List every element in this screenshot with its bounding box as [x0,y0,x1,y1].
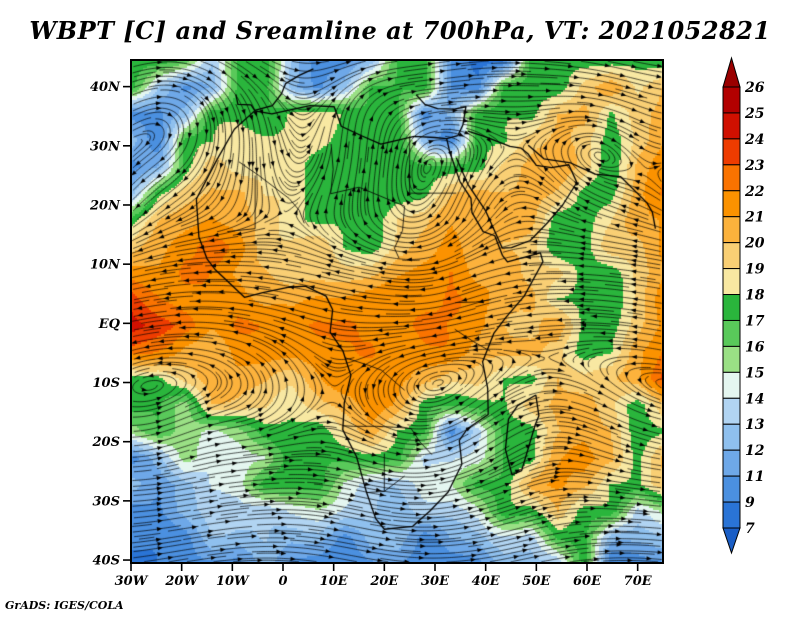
y-axis-label: 10N [90,258,121,273]
colorbar-segment [722,423,741,451]
y-axis-label: 20S [92,435,120,450]
colorbar-segment [722,268,741,296]
x-axis-label: 30W [115,574,149,589]
map-canvas [131,60,663,563]
x-axis-label: 0 [278,574,287,589]
colorbar-label: 20 [744,236,765,252]
colorbar-label: 22 [744,184,765,200]
colorbar-label: 24 [744,132,764,148]
colorbar-segment [722,475,741,503]
colorbar-segment [722,216,741,244]
y-axis-label: 30S [93,494,120,509]
x-axis-label: 10W [216,574,250,589]
colorbar-down-arrow [722,527,741,555]
colorbar-label: 17 [745,313,765,329]
colorbar-label: 21 [744,210,764,226]
x-axis-label: 60E [573,574,602,589]
colorbar-segment [722,242,741,270]
colorbar-segment [722,164,741,192]
colorbar-label: 26 [744,80,765,96]
x-axis-label: 20W [164,574,199,589]
colorbar-segment [722,190,741,218]
colorbar-label: 25 [744,106,764,122]
colorbar-up-arrow [722,56,741,88]
colorbar-label: 14 [745,391,764,407]
colorbar-segment [722,86,741,114]
colorbar-label: 11 [745,469,764,485]
plot-title: WBPT [C] and Sreamline at 700hPa, VT: 20… [29,16,771,45]
colorbar-segment [722,371,741,399]
colorbar-segment [722,138,741,166]
colorbar-label: 15 [745,365,764,381]
colorbar-segment [722,319,741,347]
x-axis-label: 30E [421,574,450,589]
colorbar-segment [722,294,741,321]
colorbar-label: 7 [745,521,755,537]
x-axis-label: 10E [320,574,349,589]
colorbar-label: 19 [745,262,765,278]
x-axis-label: 40E [472,574,501,589]
colorbar-label: 12 [745,443,765,459]
colorbar-segment [722,449,741,477]
y-axis-label: 40S [93,554,120,569]
colorbar-label: 18 [745,288,765,304]
x-axis-label: 70E [624,574,653,589]
x-axis-label: 50E [522,574,551,589]
colorbar-segment [722,397,741,425]
colorbar-segment [722,112,741,140]
credit-stamp: GrADS: IGES/COLA [5,599,124,612]
y-axis-label: 40N [90,80,121,95]
colorbar-label: 9 [745,495,755,511]
colorbar-label: 13 [745,417,765,433]
colorbar-label: 16 [745,339,765,355]
colorbar-segment [722,345,741,373]
y-axis-label: 20N [89,198,121,213]
y-axis-label: EQ [98,317,121,332]
y-axis-label: 30N [90,139,121,154]
x-axis-label: 20E [369,574,399,589]
colorbar-segment [722,501,741,529]
colorbar-label: 23 [744,158,765,174]
y-axis-label: 10S [93,376,120,391]
